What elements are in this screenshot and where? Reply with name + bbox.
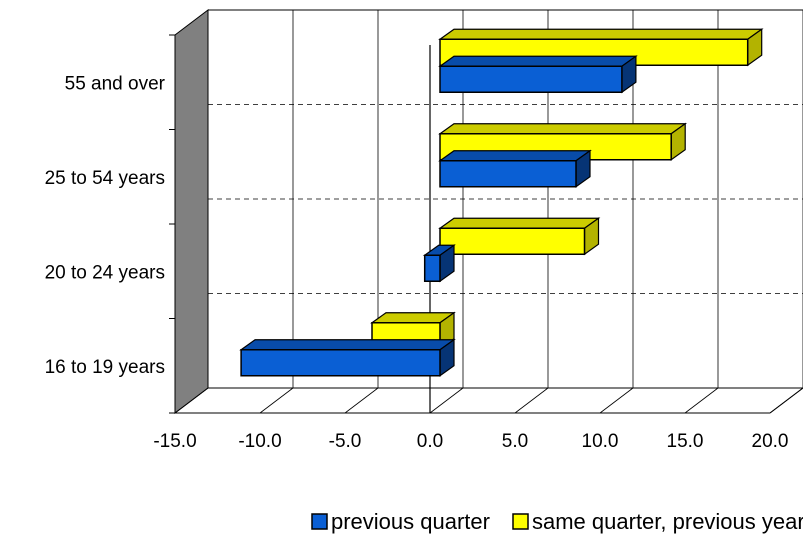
x-tick-label: 0.0 xyxy=(417,431,443,452)
bar-same-quarter-previous-year-20-to-24-years xyxy=(438,217,601,256)
category-label-25-to-54-years: 25 to 54 years xyxy=(45,168,165,189)
bar-front-face xyxy=(240,349,441,377)
floor-gridline xyxy=(429,387,464,414)
bar-top-face xyxy=(438,28,764,40)
bar-top-face xyxy=(438,217,601,229)
legend-label-previous-quarter: previous quarter xyxy=(331,509,490,534)
category-labels: 16 to 19 years 20 to 24 years 25 to 54 yea… xyxy=(45,73,166,378)
floor-gridline xyxy=(174,387,209,414)
bar-front-face xyxy=(439,65,623,93)
x-tick-label: -10.0 xyxy=(238,431,281,452)
x-tick-label: 15.0 xyxy=(667,431,704,452)
bar-top-face xyxy=(239,339,456,351)
bar-top-face xyxy=(438,55,638,67)
floor-gridline xyxy=(769,387,803,414)
x-tick-label: 20.0 xyxy=(752,431,789,452)
x-tick-label: -5.0 xyxy=(329,431,362,452)
x-tick-label: -15.0 xyxy=(153,431,196,452)
floor-gridline xyxy=(684,387,719,414)
x-tick-label: 5.0 xyxy=(502,431,528,452)
floor-gridline xyxy=(259,387,294,414)
bar-top-face xyxy=(438,150,592,162)
x-tick-labels: -15.0 -10.0 -5.0 0.0 5.0 10.0 15.0 20.0 xyxy=(153,431,788,452)
chart-bars xyxy=(239,28,764,377)
bar-front-face xyxy=(439,160,577,188)
legend-label-same-quarter-previous-year: same quarter, previous year xyxy=(532,509,803,534)
bar-previous-quarter-20-to-24-years xyxy=(422,244,456,283)
left-wall xyxy=(174,8,209,415)
floor-gridline xyxy=(344,387,379,414)
bar-previous-quarter-16-to-19-years xyxy=(239,338,456,377)
bar-front-face xyxy=(423,254,441,282)
category-label-55-and-over: 55 and over xyxy=(65,73,166,94)
x-tick-label: 10.0 xyxy=(582,431,619,452)
category-label-20-to-24-years: 20 to 24 years xyxy=(45,262,165,283)
floor-gridline xyxy=(599,387,634,414)
legend-swatch-previous-quarter xyxy=(311,513,328,530)
legend: previous quarter same quarter, previous … xyxy=(311,509,803,534)
floor-gridline xyxy=(514,387,549,414)
bar-previous-quarter-55-and-over xyxy=(438,55,638,94)
legend-swatch-same-quarter-previous-year xyxy=(512,513,529,530)
bar-top-face xyxy=(438,123,688,135)
bar-previous-quarter-25-to-54-years xyxy=(438,149,592,188)
bar-front-face xyxy=(439,227,586,255)
category-label-16-to-19-years: 16 to 19 years xyxy=(45,357,165,378)
